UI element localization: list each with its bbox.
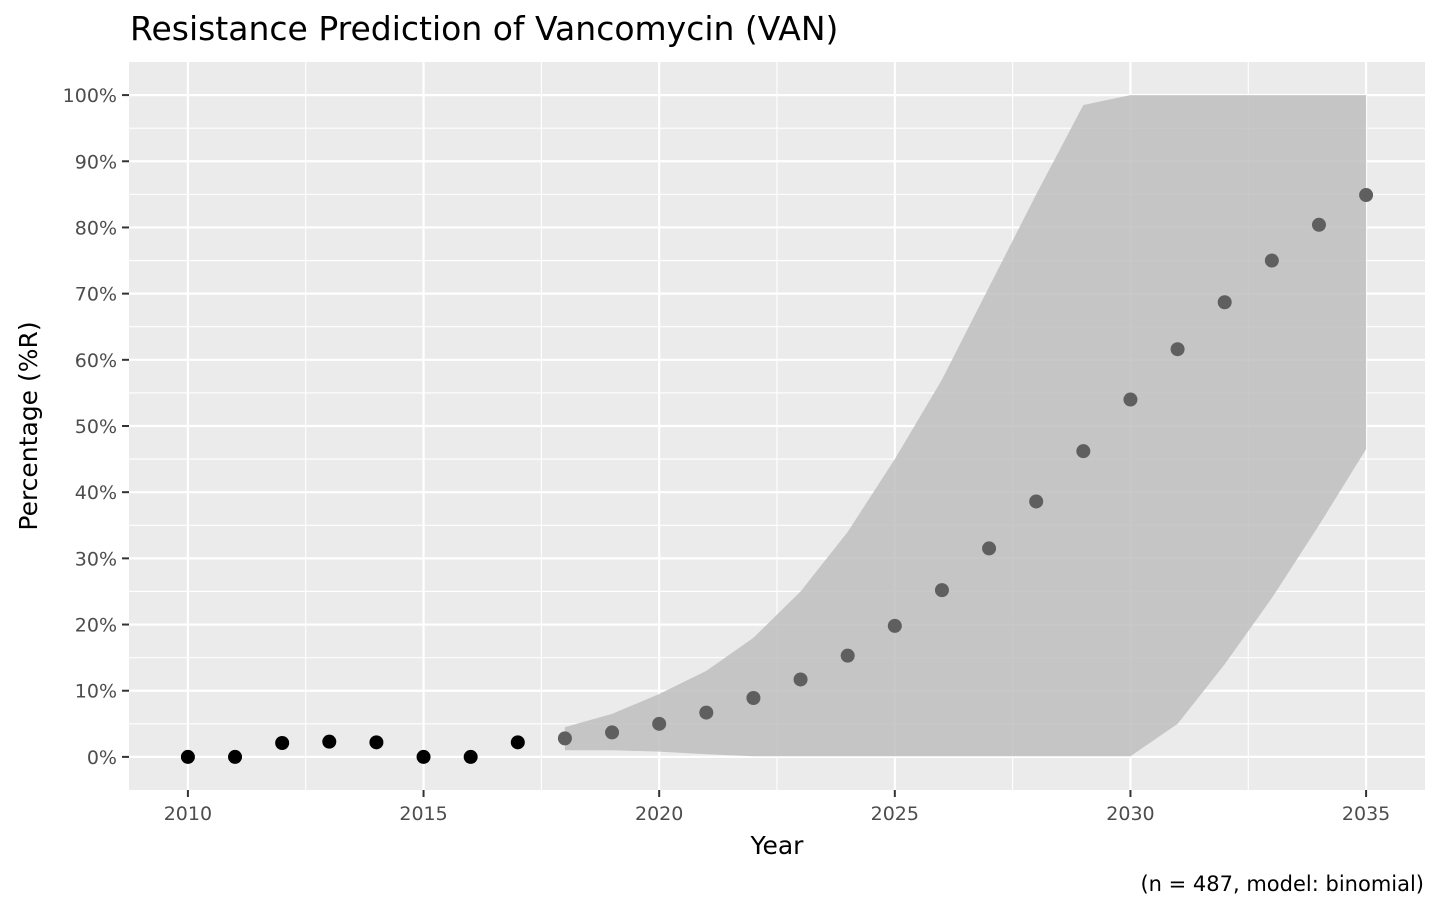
x-tick-label: 2020 xyxy=(635,803,683,825)
observed-point xyxy=(510,735,525,750)
data-points xyxy=(180,188,1374,764)
chart-title: Resistance Prediction of Vancomycin (VAN… xyxy=(130,9,839,48)
y-tick-label: 70% xyxy=(75,284,117,306)
observed-point xyxy=(322,734,337,749)
y-tick-label: 50% xyxy=(75,416,117,438)
y-tick-label: 80% xyxy=(75,217,117,239)
predicted-point xyxy=(840,648,855,663)
y-tick-label: 30% xyxy=(75,548,117,570)
y-tick-label: 0% xyxy=(87,747,117,769)
predicted-point xyxy=(746,691,761,706)
x-tick-label: 2030 xyxy=(1106,803,1154,825)
predicted-point xyxy=(605,725,620,740)
x-tick-label: 2015 xyxy=(399,803,447,825)
predicted-point xyxy=(982,541,997,556)
predicted-point xyxy=(1029,494,1044,509)
predicted-point xyxy=(1217,295,1232,310)
y-tick-label: 100% xyxy=(63,85,117,107)
x-tick-label: 2035 xyxy=(1342,803,1390,825)
predicted-point xyxy=(1311,217,1326,232)
observed-point xyxy=(369,735,384,750)
observed-point xyxy=(180,749,195,764)
predicted-point xyxy=(1264,253,1279,268)
observed-point xyxy=(228,749,243,764)
predicted-point xyxy=(1123,392,1138,407)
observed-point xyxy=(275,736,290,751)
chart-caption: (n = 487, model: binomial) xyxy=(1140,872,1424,896)
y-axis-ticks: 0% 10% 20% 30% 40% 50% 60% 70% 80% 90% 100% xyxy=(63,85,129,769)
x-tick-label: 2025 xyxy=(871,803,919,825)
predicted-point xyxy=(793,672,808,687)
predicted-point xyxy=(934,583,949,598)
predicted-point xyxy=(557,731,572,746)
predicted-point xyxy=(1359,188,1374,203)
y-tick-label: 10% xyxy=(75,681,117,703)
predicted-point xyxy=(652,716,667,731)
y-axis-title: Percentage (%R) xyxy=(14,321,43,530)
predicted-point xyxy=(887,618,902,633)
x-axis-ticks: 2010 2015 2020 2025 2030 2035 xyxy=(164,790,1390,825)
y-tick-label: 90% xyxy=(75,151,117,173)
y-tick-label: 20% xyxy=(75,615,117,637)
predicted-point xyxy=(1170,342,1185,357)
predicted-point xyxy=(699,705,714,720)
y-tick-label: 60% xyxy=(75,350,117,372)
confidence-ribbon xyxy=(564,95,1367,757)
x-axis-title: Year xyxy=(750,831,805,860)
observed-point xyxy=(463,749,478,764)
y-tick-label: 40% xyxy=(75,482,117,504)
x-tick-label: 2010 xyxy=(164,803,212,825)
predicted-point xyxy=(1076,444,1091,459)
observed-point xyxy=(416,749,431,764)
